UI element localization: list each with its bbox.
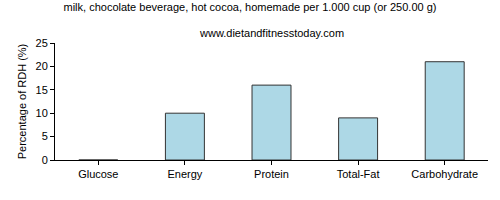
svg-text:10: 10 xyxy=(36,107,48,119)
svg-text:0: 0 xyxy=(42,154,48,166)
svg-text:Protein: Protein xyxy=(254,168,289,180)
svg-text:Carbohydrate: Carbohydrate xyxy=(411,168,478,180)
svg-text:Percentage of RDH (%): Percentage of RDH (%) xyxy=(16,44,28,160)
svg-text:15: 15 xyxy=(36,84,48,96)
svg-text:www.dietandfitnesstoday.com: www.dietandfitnesstoday.com xyxy=(199,27,344,39)
svg-text:Total-Fat: Total-Fat xyxy=(337,168,380,180)
svg-text:Energy: Energy xyxy=(167,168,202,180)
svg-text:25: 25 xyxy=(36,37,48,49)
svg-text:20: 20 xyxy=(36,60,48,72)
svg-text:milk, chocolate beverage, hot: milk, chocolate beverage, hot cocoa, hom… xyxy=(63,1,436,13)
svg-text:Glucose: Glucose xyxy=(78,168,118,180)
svg-text:5: 5 xyxy=(42,130,48,142)
